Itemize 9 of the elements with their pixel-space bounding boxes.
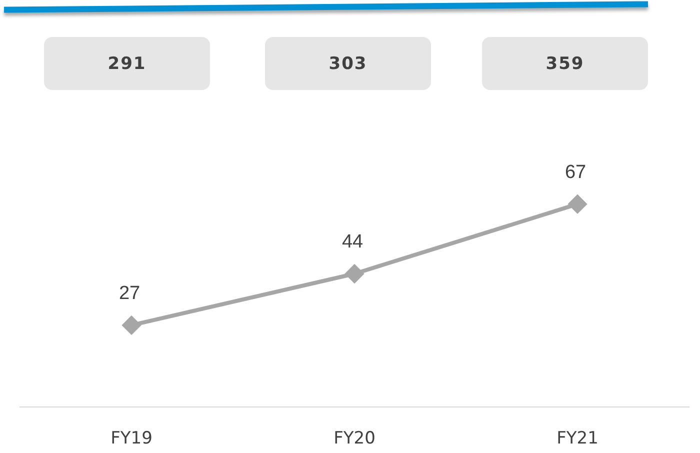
x-tick-label: FY21 xyxy=(556,428,598,449)
data-label: 44 xyxy=(342,231,364,252)
data-label: 359 xyxy=(482,37,648,90)
x-tick-label: FY20 xyxy=(334,428,376,449)
data-label: 303 xyxy=(265,37,431,90)
x-tick-label: FY19 xyxy=(110,428,152,449)
data-label: 27 xyxy=(118,282,140,304)
data-label: 67 xyxy=(564,162,586,183)
data-label: 291 xyxy=(44,37,210,90)
